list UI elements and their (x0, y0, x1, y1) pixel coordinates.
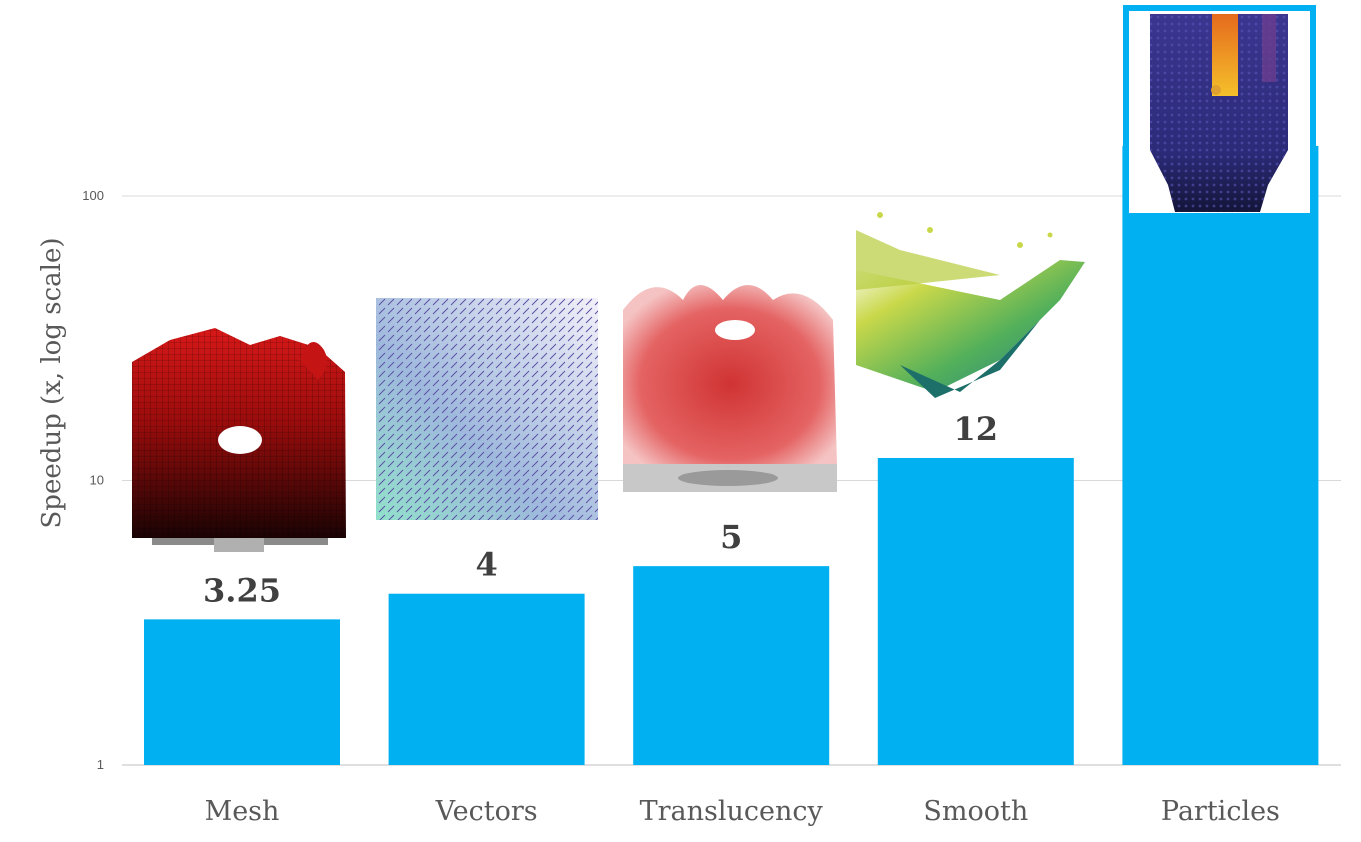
data-label-vectors: 4 (475, 546, 497, 584)
bars (144, 145, 1319, 765)
y-tick-label: 100 (82, 188, 104, 203)
inset-vectors (376, 298, 598, 520)
inset-mesh (132, 328, 346, 552)
bar-smooth (877, 457, 1074, 765)
y-axis: 1 10 100 (82, 188, 104, 772)
data-label-translucency: 5 (720, 518, 742, 556)
bar-translucency (633, 566, 830, 765)
inset-particles (1123, 5, 1316, 219)
inset-translucency (623, 272, 837, 492)
x-tick-label-particles: Particles (1161, 796, 1280, 827)
bar-vectors (388, 593, 585, 765)
y-tick-label: 1 (97, 757, 104, 772)
x-tick-label-smooth: Smooth (923, 796, 1028, 827)
x-tick-label-vectors: Vectors (435, 796, 538, 827)
y-tick-label: 10 (90, 473, 104, 488)
data-label-smooth: 12 (954, 410, 999, 448)
y-axis-title: Speedup (x, log scale) (37, 238, 67, 529)
data-labels: 3.25 4 5 12 (203, 410, 998, 609)
data-label-mesh: 3.25 (203, 571, 281, 609)
category-labels: Mesh Vectors Translucency Smooth Particles (205, 796, 1280, 827)
bar-particles (1122, 145, 1319, 765)
inset-smooth (856, 212, 1085, 398)
bar-mesh (144, 619, 340, 765)
x-tick-label-translucency: Translucency (640, 796, 824, 827)
x-tick-label-mesh: Mesh (205, 796, 280, 827)
